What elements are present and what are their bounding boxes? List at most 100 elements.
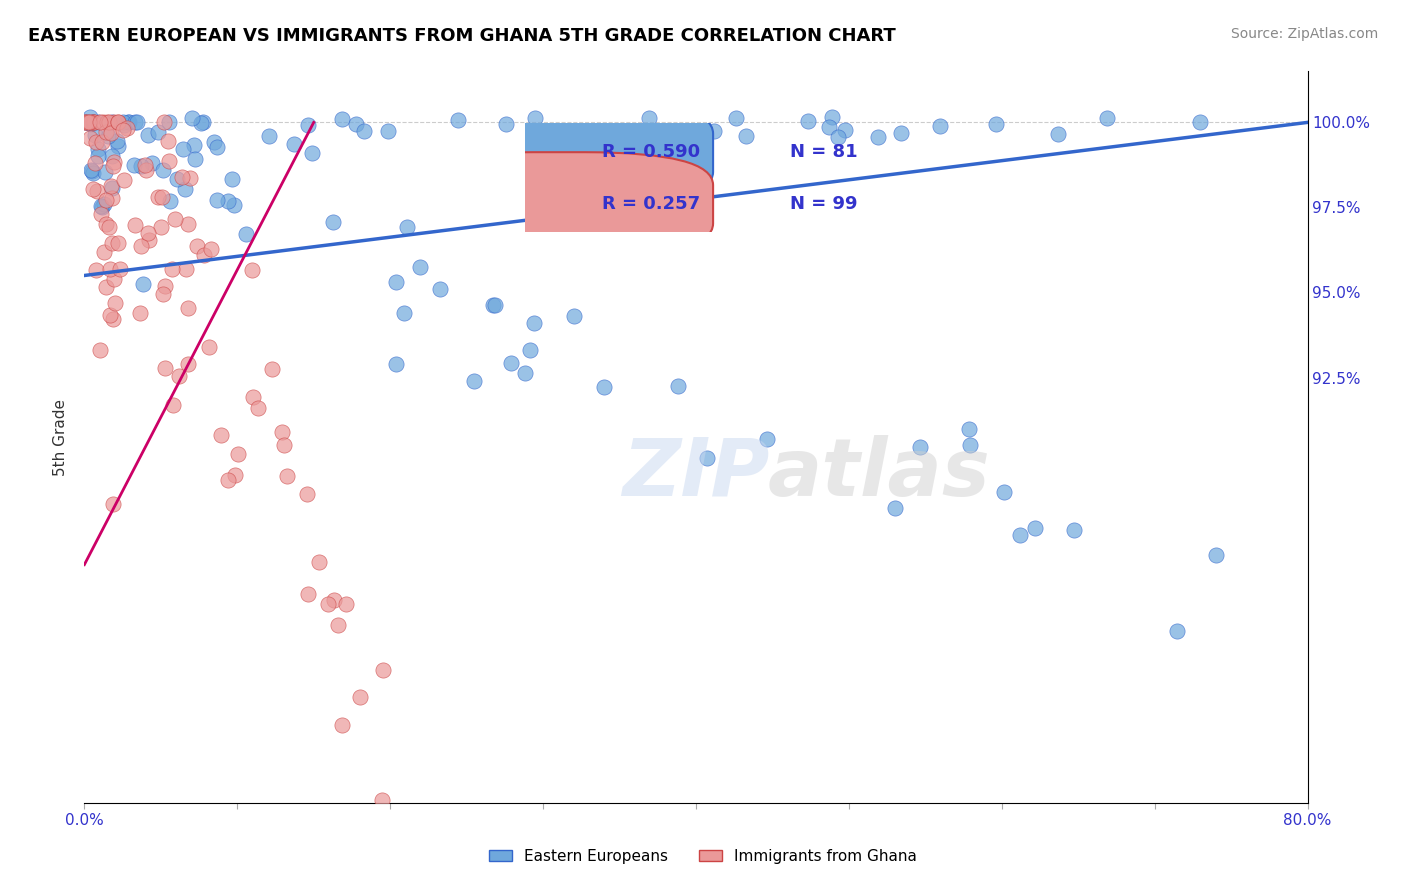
Point — [217, 194, 239, 208]
Point — [80, 115, 103, 129]
Point — [90, 200, 112, 214]
Point — [89, 343, 111, 357]
Point — [735, 128, 758, 143]
Point — [79, 110, 101, 124]
Point — [118, 115, 141, 129]
Point — [82, 166, 104, 180]
Point — [112, 173, 135, 187]
Point — [101, 191, 124, 205]
Point — [273, 438, 295, 452]
Point — [101, 148, 124, 162]
Point — [827, 130, 849, 145]
Point — [157, 154, 180, 169]
Point — [124, 115, 146, 129]
Point — [100, 126, 122, 140]
Point — [146, 125, 169, 139]
Text: ZIP: ZIP — [623, 434, 769, 513]
Point — [385, 358, 408, 372]
Text: Source: ZipAtlas.com: Source: ZipAtlas.com — [1230, 27, 1378, 41]
Point — [1047, 127, 1070, 141]
Point — [107, 115, 129, 129]
Point — [270, 425, 292, 439]
Point — [83, 115, 105, 129]
Point — [107, 235, 129, 250]
Point — [75, 115, 97, 129]
Point — [174, 182, 197, 196]
Point — [890, 126, 912, 140]
Point — [98, 219, 121, 234]
Point — [104, 295, 127, 310]
Point — [725, 111, 748, 125]
Point — [82, 115, 104, 129]
Point — [101, 235, 124, 250]
Point — [1097, 112, 1119, 126]
Point — [87, 142, 110, 156]
Point — [111, 123, 134, 137]
Point — [103, 115, 125, 129]
Point — [183, 138, 205, 153]
Point — [984, 117, 1007, 131]
Point — [152, 163, 174, 178]
Point — [177, 217, 200, 231]
Point — [283, 136, 305, 151]
Y-axis label: 5th Grade: 5th Grade — [52, 399, 67, 475]
Point — [409, 260, 432, 274]
Point — [177, 357, 200, 371]
Point — [172, 142, 194, 156]
Point — [135, 162, 157, 177]
Point — [308, 555, 330, 569]
Point — [209, 428, 232, 442]
Point — [260, 362, 283, 376]
Point — [228, 447, 250, 461]
Point — [222, 197, 245, 211]
Point — [524, 111, 547, 125]
Point — [163, 211, 186, 226]
Point — [82, 115, 104, 129]
Point — [105, 134, 128, 148]
Point — [519, 343, 541, 357]
Point — [100, 261, 122, 276]
Point — [82, 115, 104, 129]
Text: EASTERN EUROPEAN VS IMMIGRANTS FROM GHANA 5TH GRADE CORRELATION CHART: EASTERN EUROPEAN VS IMMIGRANTS FROM GHAN… — [28, 27, 896, 45]
Point — [1166, 624, 1188, 638]
Point — [150, 190, 173, 204]
Point — [301, 145, 323, 160]
Point — [103, 272, 125, 286]
Point — [240, 263, 263, 277]
Point — [117, 115, 139, 129]
Point — [562, 309, 585, 323]
Point — [76, 115, 98, 129]
Point — [101, 115, 124, 129]
Point — [76, 115, 98, 129]
Point — [221, 172, 243, 186]
Point — [94, 217, 117, 231]
Point — [349, 690, 371, 705]
Point — [84, 128, 107, 143]
Point — [326, 618, 349, 632]
Point — [157, 115, 180, 129]
Point — [190, 116, 212, 130]
Point — [247, 401, 270, 415]
Point — [866, 129, 889, 144]
Point — [107, 115, 129, 129]
Point — [87, 148, 110, 162]
Point — [323, 593, 346, 607]
Point — [1024, 521, 1046, 535]
Point — [523, 316, 546, 330]
Point — [353, 124, 375, 138]
Point — [94, 125, 117, 139]
Point — [834, 123, 856, 137]
Point — [101, 497, 124, 511]
Point — [146, 190, 169, 204]
Point — [141, 156, 163, 170]
Point — [122, 158, 145, 172]
Point — [127, 115, 149, 129]
Point — [797, 113, 820, 128]
Point — [91, 115, 114, 129]
Point — [394, 306, 416, 320]
Point — [186, 239, 208, 253]
Point — [821, 111, 844, 125]
Point — [174, 262, 197, 277]
Point — [90, 199, 112, 213]
Point — [205, 140, 228, 154]
